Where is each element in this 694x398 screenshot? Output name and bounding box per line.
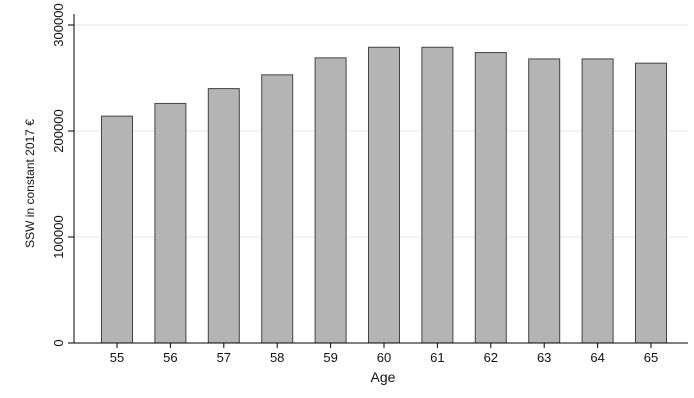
bar-57 [207,88,240,344]
x-tick-label: 61 [430,350,444,365]
x-tick-label: 62 [484,350,498,365]
x-tick-label: 58 [270,350,284,365]
bars [101,46,667,344]
y-axis-title: SSW in constant 2017 € [23,119,37,248]
axes [73,14,688,344]
x-ticks: 55 56 57 58 59 60 61 62 63 64 65 [110,343,658,365]
bar-62 [474,52,507,344]
bar-59 [314,57,347,344]
bar-56 [154,102,187,344]
y-tick-label: 300000 [51,3,66,46]
x-tick-label: 63 [537,350,551,365]
x-tick-label: 64 [590,350,604,365]
bar-60 [368,46,400,344]
bar-55 [101,115,133,344]
bar-65 [635,62,667,344]
bar-61 [421,46,454,344]
x-tick-label: 59 [323,350,337,365]
x-tick-label: 60 [377,350,391,365]
x-tick-label: 65 [644,350,658,365]
bar-58 [261,74,294,344]
bar-63 [528,58,561,344]
y-tick-label: 0 [51,339,66,346]
x-axis-title: Age [371,369,396,385]
y-ticks: 0 100000 200000 300000 [51,3,74,347]
y-tick-label: 200000 [51,109,66,152]
x-tick-label: 55 [110,350,124,365]
bar-64 [581,58,614,344]
x-tick-label: 57 [217,350,231,365]
x-tick-label: 56 [163,350,177,365]
y-tick-label: 100000 [51,215,66,258]
